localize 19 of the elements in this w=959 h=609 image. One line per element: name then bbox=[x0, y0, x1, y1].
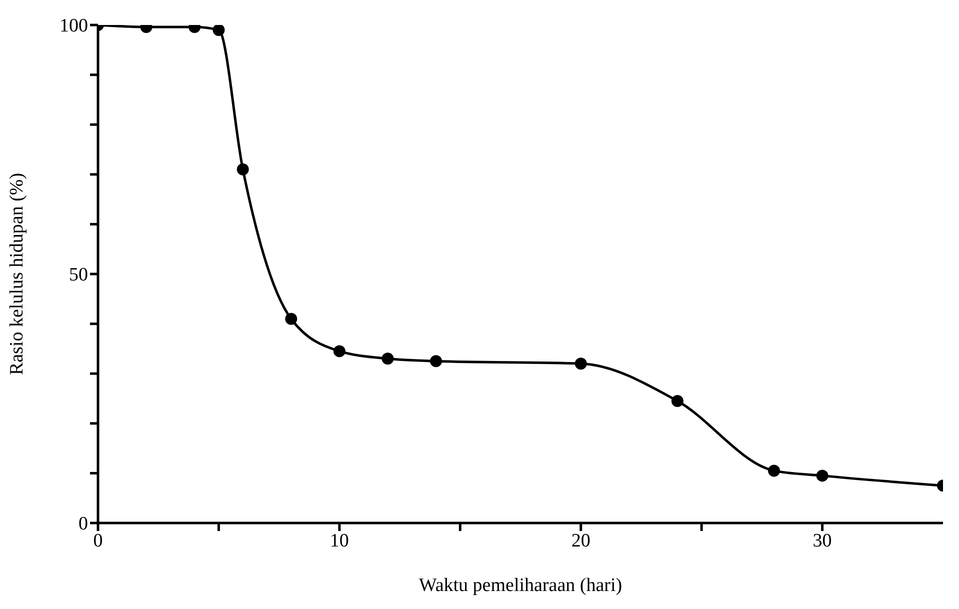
point bbox=[212, 25, 225, 36]
point bbox=[768, 464, 780, 477]
point bbox=[285, 312, 298, 325]
y-tick-label: 50 bbox=[69, 264, 88, 286]
x-axis-title: Waktu pemeliharaan (hari) bbox=[418, 575, 622, 596]
point bbox=[382, 352, 394, 365]
point bbox=[430, 355, 442, 368]
point bbox=[236, 163, 249, 176]
x-tick-label: 10 bbox=[330, 530, 349, 552]
point bbox=[333, 345, 346, 358]
x-tick-label: 20 bbox=[571, 530, 590, 552]
point bbox=[671, 394, 684, 407]
point bbox=[816, 470, 828, 482]
x-tick-label: 30 bbox=[812, 530, 832, 552]
x-tick-label: 0 bbox=[93, 530, 103, 552]
y-axis-title: Rasio kelulus hidupan (%) bbox=[6, 172, 28, 376]
y-tick-label: 100 bbox=[60, 16, 88, 37]
y-tick-label: 0 bbox=[78, 514, 88, 535]
point bbox=[574, 358, 587, 370]
